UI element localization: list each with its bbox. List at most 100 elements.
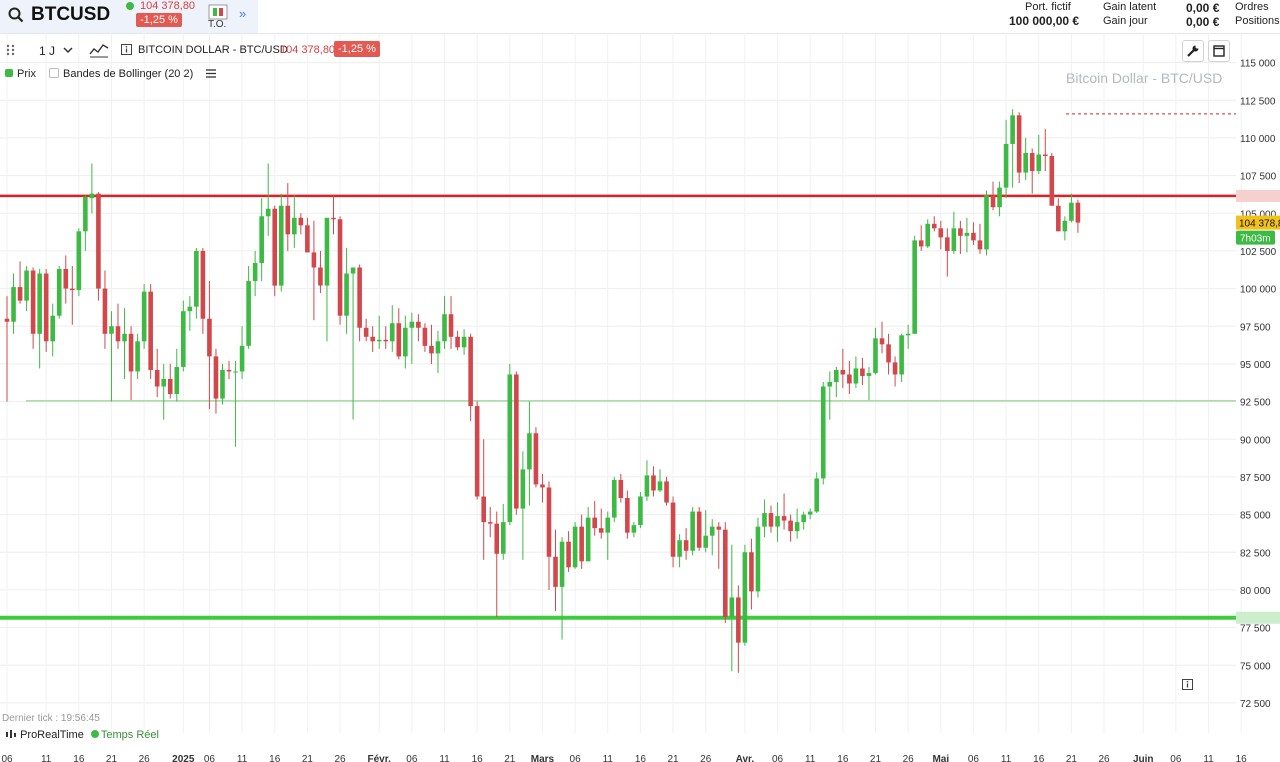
candle-body[interactable]: [383, 339, 389, 342]
candle-body[interactable]: [716, 526, 722, 530]
candle-body[interactable]: [1003, 143, 1009, 188]
candle-body[interactable]: [500, 522, 506, 554]
candle-body[interactable]: [866, 372, 872, 376]
candle-body[interactable]: [24, 270, 29, 301]
candle-body[interactable]: [703, 535, 709, 548]
candle-body[interactable]: [958, 228, 963, 236]
candle-body[interactable]: [638, 496, 643, 526]
candle-body[interactable]: [174, 366, 180, 395]
candle-body[interactable]: [233, 371, 238, 373]
candle-body[interactable]: [762, 513, 767, 527]
candle-body[interactable]: [670, 502, 676, 557]
candle-body[interactable]: [736, 597, 741, 643]
candle-body[interactable]: [945, 237, 950, 251]
candle-body[interactable]: [363, 327, 369, 337]
candle-body[interactable]: [285, 205, 291, 235]
candle-body[interactable]: [788, 520, 793, 532]
symbol-panel[interactable]: BTCUSD 104 378,80 -1,25 % T.O. »: [0, 0, 258, 33]
candle-body[interactable]: [905, 333, 911, 336]
drag-handle-icon[interactable]: [5, 44, 17, 56]
candle-body[interactable]: [984, 195, 989, 250]
candle-body[interactable]: [781, 516, 787, 521]
candle-body[interactable]: [409, 321, 415, 328]
candle-body[interactable]: [96, 193, 101, 289]
candle-body[interactable]: [559, 541, 565, 587]
search-icon[interactable]: [8, 7, 24, 23]
candle-body[interactable]: [481, 496, 486, 523]
chart-type-icon[interactable]: [89, 42, 109, 58]
candle-body[interactable]: [17, 287, 23, 301]
candle-body[interactable]: [416, 321, 421, 328]
candle-body[interactable]: [938, 228, 944, 238]
candle-body[interactable]: [487, 522, 493, 524]
candle-body[interactable]: [187, 306, 193, 312]
candle-body[interactable]: [794, 522, 800, 532]
candle-body[interactable]: [918, 240, 924, 247]
candle-body[interactable]: [1029, 152, 1035, 172]
candle-body[interactable]: [507, 374, 513, 523]
candle-body[interactable]: [540, 484, 545, 488]
candle-body[interactable]: [520, 469, 526, 509]
bollinger-legend-swatch[interactable]: [49, 68, 60, 78]
candle-body[interactable]: [11, 287, 16, 322]
candle-body[interactable]: [76, 231, 82, 291]
indicator-list-icon[interactable]: [206, 69, 217, 78]
candle-body[interactable]: [1016, 115, 1022, 173]
candle-body[interactable]: [435, 341, 441, 354]
candle-body[interactable]: [925, 223, 931, 247]
candle-body[interactable]: [801, 514, 806, 523]
candle-body[interactable]: [1049, 156, 1055, 206]
orders-link[interactable]: Ordres: [1235, 1, 1269, 13]
candle-body[interactable]: [83, 196, 88, 232]
candle-body[interactable]: [1042, 154, 1048, 156]
candle-body[interactable]: [298, 217, 304, 226]
candle-body[interactable]: [272, 208, 278, 286]
candle-body[interactable]: [1069, 202, 1074, 221]
candle-body[interactable]: [89, 193, 95, 199]
candle-body[interactable]: [546, 487, 552, 557]
candle-body[interactable]: [56, 269, 62, 316]
candle-body[interactable]: [853, 368, 859, 384]
positions-link[interactable]: Positions: [1235, 15, 1280, 27]
candle-body[interactable]: [442, 314, 447, 342]
candle-body[interactable]: [246, 281, 251, 346]
settings-button[interactable]: [1182, 40, 1204, 62]
candle-body[interactable]: [167, 378, 173, 395]
candle-body[interactable]: [690, 511, 695, 551]
window-button[interactable]: [1208, 40, 1230, 62]
candle-body[interactable]: [892, 362, 898, 375]
candle-body[interactable]: [135, 341, 140, 372]
candle-body[interactable]: [376, 339, 382, 342]
candle-body[interactable]: [102, 288, 108, 334]
candle-body[interactable]: [723, 529, 728, 618]
candle-body[interactable]: [422, 327, 428, 346]
info-icon[interactable]: [121, 44, 132, 55]
chart-info-icon[interactable]: [1182, 679, 1193, 690]
candle-body[interactable]: [1062, 220, 1068, 232]
candle-body[interactable]: [664, 481, 669, 503]
candle-body[interactable]: [494, 523, 500, 554]
candle-body[interactable]: [474, 406, 480, 497]
candle-body[interactable]: [148, 291, 153, 370]
candle-body[interactable]: [977, 240, 983, 250]
candle-body[interactable]: [63, 269, 69, 289]
price-chart[interactable]: 115 000 112 500 110 000 107 500 105 000 102 5…: [0, 33, 1280, 762]
candle-body[interactable]: [814, 478, 820, 512]
candle-body[interactable]: [879, 338, 885, 345]
candle-body[interactable]: [370, 336, 375, 342]
candle-body[interactable]: [997, 187, 1002, 208]
candle-body[interactable]: [625, 498, 630, 533]
candle-body[interactable]: [468, 336, 473, 407]
candle-body[interactable]: [592, 517, 597, 529]
candle-body[interactable]: [455, 336, 460, 348]
candle-body[interactable]: [239, 345, 245, 372]
candle-body[interactable]: [990, 195, 996, 208]
candle-body[interactable]: [527, 433, 532, 470]
candle-body[interactable]: [396, 323, 402, 357]
candle-body[interactable]: [200, 250, 206, 319]
candle-body[interactable]: [220, 369, 225, 399]
candle-body[interactable]: [742, 552, 748, 643]
candle-body[interactable]: [951, 228, 957, 251]
candle-body[interactable]: [807, 511, 813, 515]
candle-body[interactable]: [403, 327, 408, 357]
